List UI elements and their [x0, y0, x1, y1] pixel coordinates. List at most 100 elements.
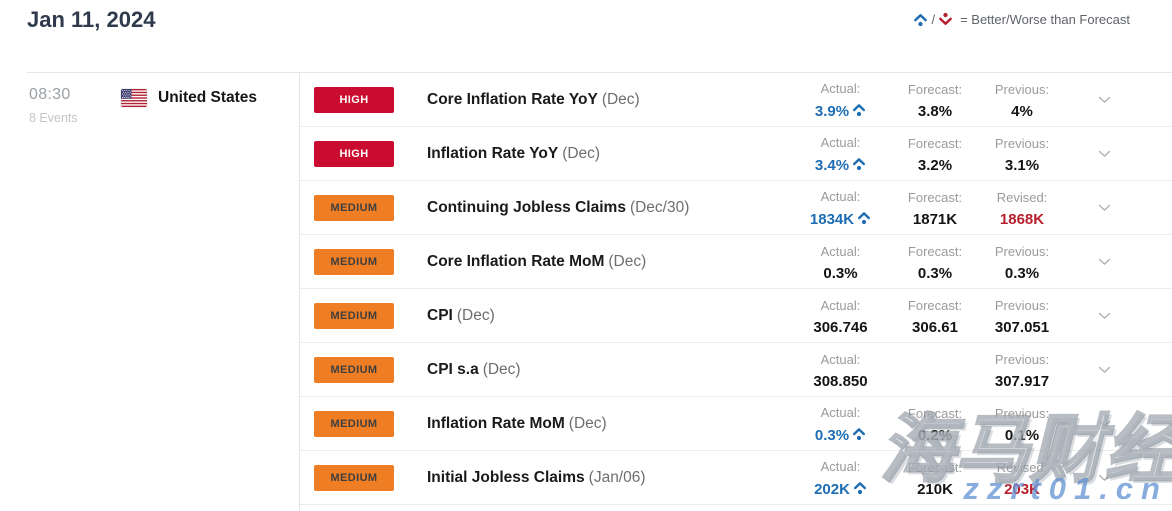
event-title: Core Inflation Rate YoY: [427, 90, 598, 108]
importance-badge: MEDIUM: [314, 464, 394, 491]
value-label: Previous:: [994, 405, 1050, 421]
value-text: 308.850: [813, 372, 868, 390]
chevron-down-icon: [1098, 91, 1111, 109]
event-row[interactable]: HIGH Inflation Rate YoY (Dec) Actual: 3.4…: [300, 127, 1172, 181]
legend-text: = Better/Worse than Forecast: [960, 12, 1130, 27]
event-title-wrap: Core Inflation Rate YoY (Dec): [427, 91, 640, 109]
value-text: 0.3%: [823, 264, 858, 282]
expand-row-button[interactable]: [1084, 469, 1124, 487]
time-country-cell: 08:30 8 Events: [27, 73, 300, 511]
value-text: 0.3%: [917, 264, 953, 282]
value-text: 0.3%: [1004, 264, 1040, 282]
value-text: 3.4%: [788, 156, 893, 175]
value-text: 1834K: [788, 210, 893, 229]
value-label: Forecast:: [907, 459, 963, 475]
value-text: 307.917: [994, 372, 1050, 390]
value-label: Revised:: [996, 459, 1048, 475]
events-count: 8 Events: [29, 111, 78, 125]
event-title: Inflation Rate MoM: [427, 414, 565, 432]
value-text: 210K: [917, 480, 953, 498]
value-cell: Actual: 1834K: [788, 187, 893, 229]
event-title: Inflation Rate YoY: [427, 144, 559, 162]
worse-than-forecast-icon: [938, 12, 953, 27]
expand-row-button[interactable]: [1084, 199, 1124, 217]
event-title: Core Inflation Rate MoM: [427, 252, 605, 270]
event-title-wrap: Continuing Jobless Claims (Dec/30): [427, 199, 689, 217]
value-text: 307.051: [994, 318, 1050, 336]
expand-row-button[interactable]: [1084, 415, 1124, 433]
value-label: Actual:: [820, 188, 861, 204]
importance-badge: MEDIUM: [314, 302, 394, 329]
event-row[interactable]: MEDIUM Continuing Jobless Claims (Dec/30)…: [300, 181, 1172, 235]
value-cell: Forecast: 3.8%: [893, 80, 977, 120]
event-title: CPI: [427, 306, 453, 324]
expand-row-button[interactable]: [1084, 361, 1124, 379]
value-cell: Previous: 0.3%: [977, 242, 1067, 282]
value-cell: Actual: 306.746: [788, 296, 893, 336]
value-cell: [893, 359, 977, 381]
value-text: 3.2%: [917, 156, 953, 174]
value-text: 1868K: [999, 210, 1045, 228]
legend-separator: /: [931, 12, 936, 27]
better-arrow-icon: [857, 210, 871, 229]
calendar-header: Jan 11, 2024 / = Better/Worse than Forec…: [0, 0, 1172, 72]
value-cell: Revised: 203K: [977, 458, 1067, 498]
importance-badge: MEDIUM: [314, 194, 394, 221]
event-row[interactable]: MEDIUM Inflation Rate MoM (Dec) Actual: 0…: [300, 397, 1172, 451]
event-title: Continuing Jobless Claims: [427, 198, 626, 216]
value-cell: Forecast: 0.3%: [893, 242, 977, 282]
event-period: (Jan/06): [588, 468, 646, 486]
value-text: 203K: [1004, 480, 1040, 498]
value-cell: Previous: 4%: [977, 80, 1067, 120]
value-cell: Forecast: 210K: [893, 458, 977, 498]
expand-row-button[interactable]: [1084, 307, 1124, 325]
event-row[interactable]: MEDIUM Core Inflation Rate MoM (Dec) Actu…: [300, 235, 1172, 289]
date-title: Jan 11, 2024: [27, 7, 156, 32]
value-text: 1871K: [912, 210, 958, 228]
value-text: 3.1%: [1004, 156, 1040, 174]
event-title-wrap: Inflation Rate YoY (Dec): [427, 145, 600, 163]
value-cell: Actual: 0.3%: [788, 403, 893, 445]
value-cell: Actual: 308.850: [788, 350, 893, 390]
event-title: Initial Jobless Claims: [427, 468, 585, 486]
expand-row-button[interactable]: [1084, 91, 1124, 109]
value-label: Previous:: [994, 81, 1050, 97]
events-table: 08:30 8 Events: [27, 72, 1172, 511]
event-title-wrap: Core Inflation Rate MoM (Dec): [427, 253, 646, 271]
event-row[interactable]: MEDIUM CPI (Dec) Actual: 306.746 Forecast…: [300, 289, 1172, 343]
value-text: 0.3%: [788, 426, 893, 445]
value-cell: Revised: 1868K: [977, 188, 1067, 228]
expand-row-button[interactable]: [1084, 145, 1124, 163]
event-period: (Dec): [608, 252, 647, 270]
event-row[interactable]: MEDIUM CPI s.a (Dec) Actual: 308.850: [300, 343, 1172, 397]
better-than-forecast-icon: [913, 12, 928, 27]
event-period: (Dec): [562, 144, 601, 162]
better-arrow-icon: [852, 102, 866, 121]
better-arrow-icon: [853, 480, 867, 499]
value-label: Forecast:: [907, 81, 963, 97]
country-block[interactable]: United States: [121, 89, 257, 107]
forecast-legend: / = Better/Worse than Forecast: [913, 12, 1130, 27]
time-block: 08:30 8 Events: [27, 86, 121, 125]
event-rows: HIGH Core Inflation Rate YoY (Dec) Actual…: [300, 73, 1172, 511]
expand-row-button[interactable]: [1084, 253, 1124, 271]
value-label: Forecast:: [907, 135, 963, 151]
value-text: 3.9%: [788, 102, 893, 121]
value-label: Previous:: [994, 297, 1050, 313]
value-cell: Previous: 307.051: [977, 296, 1067, 336]
value-label: Forecast:: [907, 405, 963, 421]
us-flag-icon: [121, 89, 147, 107]
event-row[interactable]: HIGH Core Inflation Rate YoY (Dec) Actual…: [300, 73, 1172, 127]
importance-badge: MEDIUM: [314, 410, 394, 437]
value-text: 306.61: [912, 318, 958, 336]
value-text: 306.746: [813, 318, 868, 336]
value-cell: Forecast: 0.2%: [893, 404, 977, 444]
chevron-down-icon: [1098, 469, 1111, 487]
chevron-down-icon: [1098, 415, 1111, 433]
value-text: 202K: [788, 480, 893, 499]
event-row[interactable]: MEDIUM Initial Jobless Claims (Jan/06) Ac…: [300, 451, 1172, 505]
value-cell: Previous: 0.1%: [977, 404, 1067, 444]
importance-badge: MEDIUM: [314, 356, 394, 383]
value-text: [893, 364, 977, 381]
